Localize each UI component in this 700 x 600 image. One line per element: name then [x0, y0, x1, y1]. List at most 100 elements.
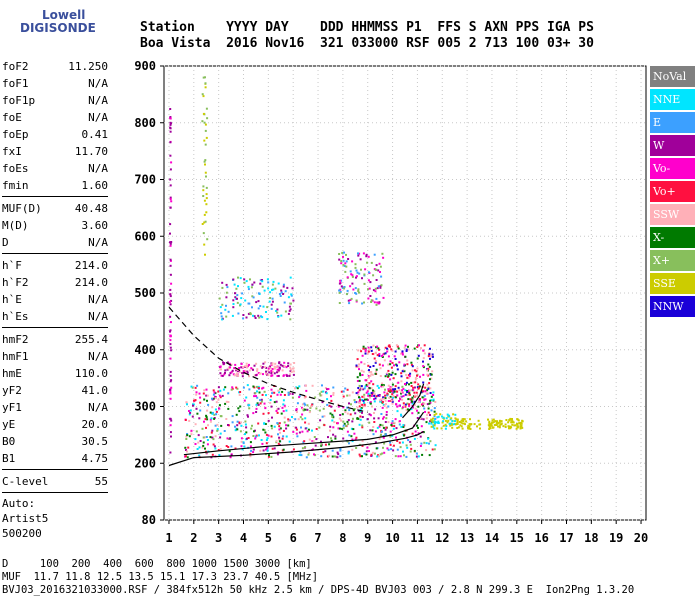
echo-point: [392, 427, 395, 430]
echo-point: [292, 299, 295, 302]
echo-point: [500, 420, 503, 423]
echo-point: [331, 455, 334, 458]
echo-point: [205, 394, 208, 397]
echo-point: [311, 429, 313, 432]
echo-point: [375, 447, 378, 450]
echo-point: [262, 386, 265, 389]
echo-point: [264, 431, 267, 434]
echo-point: [188, 410, 190, 412]
echo-point: [372, 289, 375, 292]
echo-point: [430, 399, 433, 402]
echo-point: [398, 361, 401, 364]
echo-point: [265, 433, 268, 436]
echo-point: [296, 387, 299, 390]
echo-point: [401, 351, 404, 354]
echo-point: [391, 361, 394, 364]
echo-point: [250, 367, 253, 370]
echo-point: [468, 423, 471, 426]
echo-point: [278, 438, 281, 441]
echo-point: [422, 418, 425, 421]
echo-point: [381, 424, 384, 427]
echo-point: [435, 412, 438, 415]
echo-point: [203, 420, 205, 423]
param-value: 3.60: [81, 219, 109, 232]
echo-point: [396, 345, 399, 348]
echo-point: [250, 449, 253, 452]
echo-point: [234, 363, 237, 366]
echo-point: [282, 399, 285, 402]
param-row: h`E N/A: [2, 291, 108, 308]
echo-point: [339, 279, 342, 282]
param-row: MUF(D) 40.48: [2, 200, 108, 217]
echo-point: [275, 310, 278, 312]
echo-point: [400, 352, 402, 355]
echo-point: [463, 418, 466, 421]
echo-point: [402, 402, 405, 405]
echo-point: [347, 419, 350, 422]
echo-point: [381, 385, 384, 388]
param-name: hmF2: [2, 333, 29, 346]
echo-point: [278, 428, 281, 431]
echo-point: [320, 443, 323, 446]
echo-point: [362, 347, 365, 350]
param-name: foF1: [2, 77, 29, 90]
echo-point: [248, 369, 251, 372]
echo-point: [354, 266, 357, 269]
echo-point: [271, 362, 274, 365]
echo-point: [361, 440, 364, 442]
echo-point: [205, 388, 208, 391]
param-name: foEs: [2, 162, 29, 175]
echo-point: [205, 426, 207, 429]
echo-point: [304, 427, 307, 430]
echo-point: [393, 421, 396, 424]
echo-point: [277, 389, 280, 392]
echo-point: [247, 312, 250, 315]
echo-point: [308, 411, 311, 414]
echo-point: [368, 369, 370, 372]
echo-point: [224, 369, 227, 372]
echo-point: [412, 381, 415, 384]
echo-point: [223, 362, 226, 364]
echo-point: [468, 425, 471, 428]
echo-point: [189, 411, 192, 414]
echo-point: [398, 389, 401, 392]
echo-point: [403, 404, 406, 407]
echo-point: [312, 440, 315, 443]
echo-point: [265, 448, 267, 451]
echo-point: [362, 399, 365, 402]
echo-point: [417, 426, 419, 429]
param-row: h`F 214.0: [2, 257, 108, 274]
echo-point: [516, 423, 519, 426]
echo-point: [362, 388, 365, 391]
echo-point: [419, 445, 422, 447]
echo-point: [427, 387, 430, 390]
echo-point: [451, 420, 454, 423]
echo-point: [215, 401, 218, 404]
echo-point: [376, 345, 379, 348]
echo-point: [376, 301, 379, 304]
echo-point: [394, 385, 397, 388]
echo-point: [336, 451, 339, 454]
echo-point: [305, 389, 308, 392]
echo-point: [403, 370, 406, 373]
echo-point: [426, 413, 429, 416]
echo-point: [428, 454, 431, 457]
echo-point: [351, 420, 354, 423]
echo-point: [387, 345, 390, 348]
echo-point: [277, 315, 280, 318]
echo-point: [307, 422, 310, 425]
echo-point: [265, 366, 268, 369]
echo-point: [278, 293, 281, 295]
echo-point: [519, 427, 522, 430]
echo-point: [423, 394, 426, 397]
echo-point: [346, 394, 349, 397]
echo-point: [452, 423, 455, 426]
echo-point: [378, 354, 381, 357]
echo-point: [520, 425, 523, 427]
echo-point: [366, 446, 369, 449]
echo-point: [218, 454, 221, 457]
echo-point: [384, 428, 387, 431]
echo-point: [323, 415, 326, 418]
echo-point: [227, 424, 229, 426]
